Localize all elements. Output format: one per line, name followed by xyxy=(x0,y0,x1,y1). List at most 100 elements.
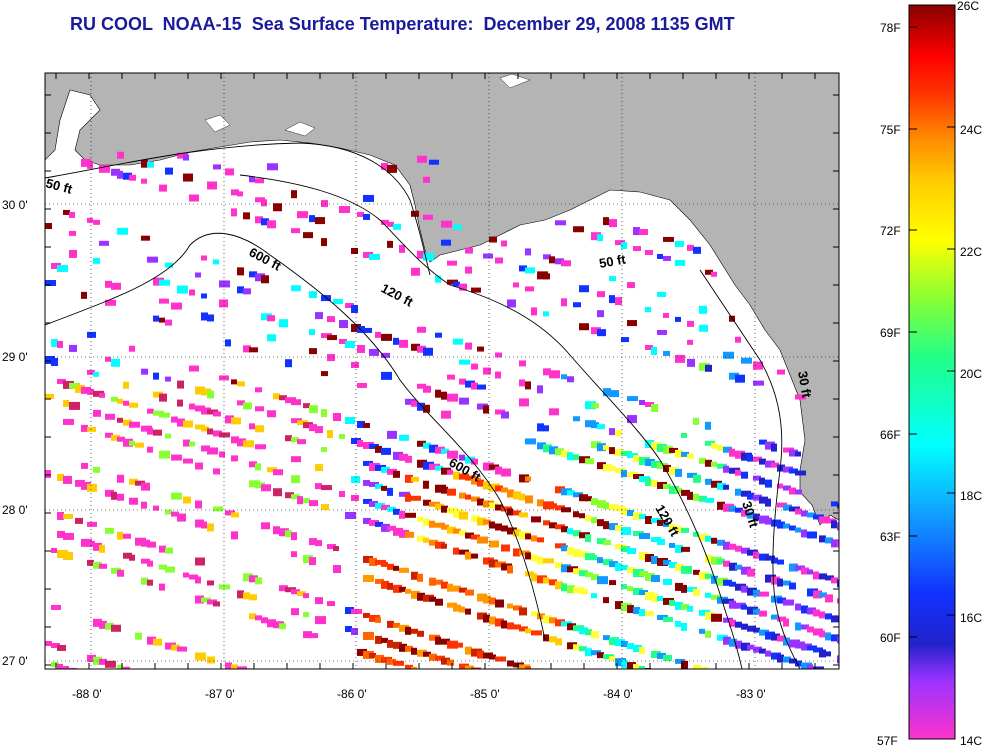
sst-pixel xyxy=(501,563,512,571)
sst-pixel xyxy=(321,409,327,418)
sst-pixel xyxy=(465,551,471,560)
sst-pixel xyxy=(591,631,599,639)
sst-pixel xyxy=(621,470,627,478)
sst-pixel xyxy=(573,302,581,308)
sst-pixel xyxy=(297,591,306,597)
sst-pixel xyxy=(117,474,124,483)
sst-pixel xyxy=(165,376,171,382)
sst-pixel xyxy=(813,609,820,617)
sst-pixel xyxy=(93,371,99,377)
lat-tick-label: 30 0' xyxy=(2,198,28,212)
sst-pixel xyxy=(639,609,645,617)
contour-120ft xyxy=(45,232,546,641)
sst-pixel xyxy=(387,468,397,475)
sst-pixel xyxy=(741,471,748,479)
sst-pixel xyxy=(585,458,594,465)
sst-pixel xyxy=(447,374,455,380)
sst-pixel xyxy=(627,396,638,402)
sst-pixel xyxy=(651,536,661,542)
sst-pixel xyxy=(543,254,551,260)
sst-pixel xyxy=(171,511,179,517)
sst-pixel xyxy=(387,639,393,648)
sst-pixel xyxy=(195,576,201,584)
sst-pixel xyxy=(465,247,473,254)
sst-pixel xyxy=(543,425,549,432)
sst-pixel xyxy=(681,451,689,457)
sst-pixel xyxy=(423,480,429,489)
sst-pixel xyxy=(753,589,760,597)
sst-pixel xyxy=(519,493,525,501)
sst-pixel xyxy=(651,403,658,412)
sst-pixel xyxy=(741,509,749,517)
sst-pixel xyxy=(165,262,173,268)
sst-pixel xyxy=(315,597,323,605)
sst-pixel xyxy=(633,588,643,596)
sst-pixel xyxy=(405,531,414,538)
sst-pixel xyxy=(423,176,430,183)
sst-pixel xyxy=(669,485,679,494)
sst-pixel xyxy=(591,232,601,241)
sst-pixel xyxy=(117,493,124,501)
sst-pixel xyxy=(87,521,97,527)
sst-pixel xyxy=(663,236,674,242)
sst-pixel xyxy=(795,527,801,533)
sst-pixel xyxy=(681,660,688,669)
sst-pixel xyxy=(261,218,269,226)
sst-pixel xyxy=(411,628,418,634)
sst-pixel xyxy=(255,273,265,282)
sst-pixel xyxy=(699,609,710,616)
sst-pixel xyxy=(375,616,381,623)
sst-pixel xyxy=(477,498,484,506)
sst-pixel xyxy=(291,285,301,292)
sst-pixel xyxy=(315,616,326,625)
sst-pixel xyxy=(129,174,136,181)
sst-pixel xyxy=(105,527,114,534)
sst-pixel xyxy=(495,485,503,492)
sst-pixel xyxy=(441,543,447,549)
sst-pixel xyxy=(99,544,105,553)
sst-pixel xyxy=(207,447,218,455)
sst-pixel xyxy=(627,415,637,424)
sst-pixel xyxy=(549,408,559,416)
sst-pixel xyxy=(693,664,701,669)
sst-pixel xyxy=(807,512,815,518)
sst-pixel xyxy=(93,561,102,569)
sst-pixel xyxy=(507,565,513,574)
sst-pixel xyxy=(249,423,255,430)
sst-pixel xyxy=(807,664,813,669)
sst-pixel xyxy=(519,531,530,540)
sst-pixel xyxy=(573,511,579,518)
sst-pixel xyxy=(633,512,642,521)
sst-pixel xyxy=(477,670,486,675)
sst-pixel xyxy=(621,660,628,669)
colorbar-f-label: 60F xyxy=(880,631,901,645)
sst-pixel xyxy=(207,523,214,532)
sst-pixel xyxy=(759,610,767,617)
sst-pixel xyxy=(465,608,471,615)
sst-pixel xyxy=(507,603,513,609)
sst-pixel xyxy=(351,608,362,614)
sst-pixel xyxy=(633,607,640,615)
sst-pixel xyxy=(393,451,403,460)
sst-pixel xyxy=(471,363,478,370)
sst-pixel xyxy=(399,453,408,461)
sst-pixel xyxy=(57,340,63,348)
sst-pixel xyxy=(765,555,775,561)
sst-pixel xyxy=(339,491,345,498)
sst-pixel xyxy=(771,633,780,641)
sst-pixel xyxy=(309,500,318,507)
sst-pixel xyxy=(555,505,565,511)
sst-pixel xyxy=(327,316,335,323)
sst-pixel xyxy=(465,456,475,464)
sst-pixel xyxy=(621,584,627,590)
sst-pixel xyxy=(441,524,449,530)
sst-pixel xyxy=(51,604,61,610)
sst-pixel xyxy=(537,575,547,584)
sst-pixel xyxy=(735,469,741,476)
sst-pixel xyxy=(195,595,204,604)
sst-pixel xyxy=(765,479,772,488)
sst-pixel xyxy=(213,601,220,607)
sst-pixel xyxy=(639,590,648,596)
sst-pixel xyxy=(651,479,658,487)
sst-pixel xyxy=(735,640,742,649)
